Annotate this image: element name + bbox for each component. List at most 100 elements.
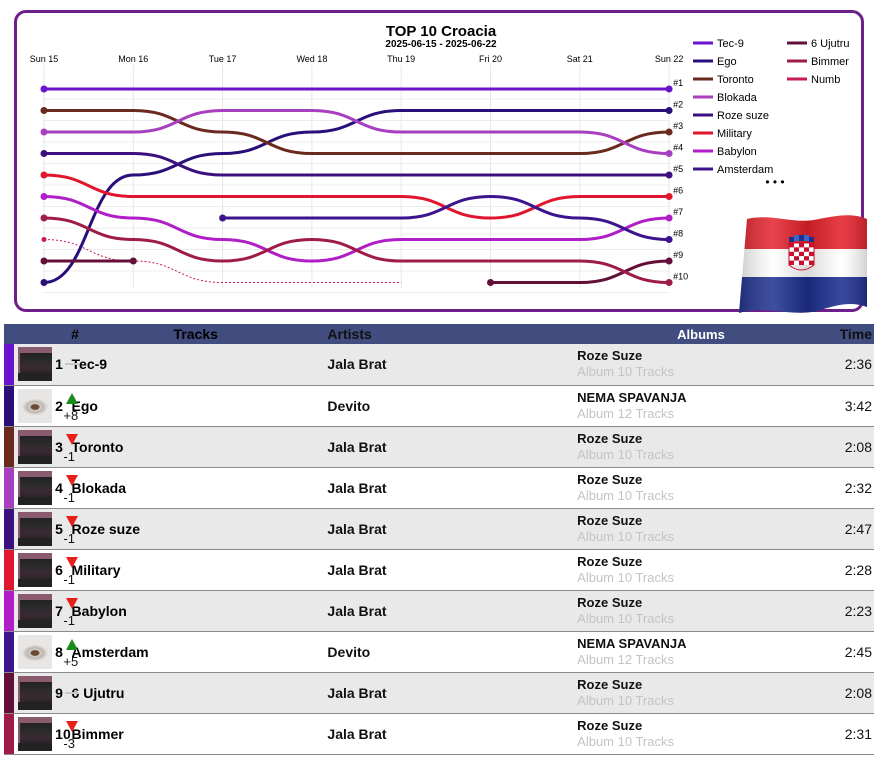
artist-name[interactable]: Devito xyxy=(327,397,371,414)
album-info: Album 10 Tracks xyxy=(577,487,674,503)
track-title[interactable]: Babylon xyxy=(71,602,127,619)
legend-more-indicator: • • • xyxy=(765,175,784,189)
series-line-numb xyxy=(43,239,402,284)
artist-name[interactable]: Jala Brat xyxy=(327,602,387,619)
rank-number: 2 xyxy=(55,397,63,414)
table-row[interactable]: 1 Tec-9 Jala Brat Roze Suze Album 10 Tracks 2… xyxy=(4,344,874,385)
track-title[interactable]: Toronto xyxy=(71,438,124,455)
table-row[interactable]: 2 +8 Ego Devito NEMA SPAVANJA Album 12 Tracks… xyxy=(4,385,874,426)
album-cover-image xyxy=(18,429,53,464)
rank-number: 3 xyxy=(55,438,63,455)
series-point xyxy=(41,237,47,242)
track-table-container: # Tracks Artists Albums Time 1 Tec-9 Jala … xyxy=(4,324,874,755)
rank-number: 10 xyxy=(55,725,71,742)
series-line-amsterdam xyxy=(221,194,671,241)
rank-tick-label: #1 xyxy=(673,78,683,88)
legend-label: Amsterdam xyxy=(717,164,773,176)
album-cover-image xyxy=(18,470,53,505)
artist-name[interactable]: Jala Brat xyxy=(327,561,387,578)
rank-change-value: -1 xyxy=(63,448,75,464)
artist-name[interactable]: Jala Brat xyxy=(327,684,387,701)
series-line-6-ujutru xyxy=(489,259,671,285)
artist-name[interactable]: Jala Brat xyxy=(327,725,387,742)
rank-number: 7 xyxy=(55,602,63,619)
table-row[interactable]: 6 -1 Military Jala Brat Roze Suze Album 10 Tr… xyxy=(4,549,874,590)
album-name[interactable]: Roze Suze xyxy=(577,430,643,446)
album-name[interactable]: Roze Suze xyxy=(577,348,643,364)
table-row[interactable]: 4 -1 Blokada Jala Brat Roze Suze Album 10 Tra… xyxy=(4,467,874,508)
album-info: Album 10 Tracks xyxy=(577,692,674,708)
track-title[interactable]: Roze suze xyxy=(71,520,141,537)
album-name[interactable]: NEMA SPAVANJA xyxy=(577,635,687,651)
track-duration: 2:08 xyxy=(844,438,872,455)
artist-name[interactable]: Jala Brat xyxy=(327,438,387,455)
series-point xyxy=(40,214,48,222)
album-name[interactable]: NEMA SPAVANJA xyxy=(577,389,687,405)
series-point xyxy=(665,150,673,157)
track-title[interactable]: Tec-9 xyxy=(71,356,108,373)
series-point xyxy=(40,193,48,200)
artist-name[interactable]: Jala Brat xyxy=(327,479,387,496)
album-name[interactable]: Roze Suze xyxy=(577,594,643,610)
track-title[interactable]: Bimmer xyxy=(71,725,124,742)
artist-name[interactable]: Jala Brat xyxy=(327,520,387,537)
album-cover-image xyxy=(18,511,53,546)
table-row[interactable]: 5 -1 Roze suze Jala Brat Roze Suze Album 10 T… xyxy=(4,508,874,549)
rank-number: 8 xyxy=(55,643,63,660)
series-line-babylon xyxy=(42,195,671,263)
rank-change-value: +5 xyxy=(63,653,79,669)
series-point xyxy=(665,236,673,243)
series-point xyxy=(665,193,673,200)
track-title[interactable]: Ego xyxy=(71,397,98,414)
legend-label: Roze suze xyxy=(717,110,769,122)
row-color-bar xyxy=(4,631,15,672)
rank-change-value: +8 xyxy=(63,407,79,423)
table-row[interactable]: 8 +5 Amsterdam Devito NEMA SPAVANJA Album 12 … xyxy=(4,631,874,672)
rank-tick-label: #10 xyxy=(673,272,688,282)
track-title[interactable]: 6 Ujutru xyxy=(71,684,125,701)
table-row[interactable]: 10 -3 Bimmer Jala Brat Roze Suze Album 10 Tra… xyxy=(4,713,874,754)
table-row[interactable]: 3 -1 Toronto Jala Brat Roze Suze Album 10 Tra… xyxy=(4,426,874,467)
album-cover-image xyxy=(18,593,53,628)
series-point xyxy=(665,107,673,114)
track-title[interactable]: Amsterdam xyxy=(71,643,149,660)
x-axis-tick-label: Wed 18 xyxy=(296,54,327,64)
row-color-bar xyxy=(4,549,15,590)
legend-label: Ego xyxy=(717,56,737,68)
album-name[interactable]: Roze Suze xyxy=(577,717,643,733)
artist-name[interactable]: Jala Brat xyxy=(327,356,387,373)
rank-tick-label: #5 xyxy=(673,164,683,174)
album-cover-image xyxy=(18,388,53,423)
legend-label: 6 Ujutru xyxy=(811,38,850,50)
header-tracks: Tracks xyxy=(173,326,218,342)
track-duration: 2:45 xyxy=(844,643,872,660)
header-artists: Artists xyxy=(327,326,372,342)
row-color-bar xyxy=(4,672,15,713)
rank-change-value: -1 xyxy=(63,530,75,546)
row-color-bar xyxy=(4,508,15,549)
album-name[interactable]: Roze Suze xyxy=(577,676,643,692)
track-title[interactable]: Blokada xyxy=(71,479,127,496)
x-axis-tick-label: Thu 19 xyxy=(387,54,415,64)
album-name[interactable]: Roze Suze xyxy=(577,553,643,569)
series-point xyxy=(665,257,673,265)
rank-tick-label: #4 xyxy=(673,143,683,153)
album-name[interactable]: Roze Suze xyxy=(577,471,643,487)
rank-change-value: -1 xyxy=(63,571,75,587)
series-point xyxy=(219,214,227,222)
rank-tick-label: #6 xyxy=(673,186,683,196)
rank-number: 4 xyxy=(55,479,63,496)
album-cover-image xyxy=(18,716,53,751)
table-row[interactable]: 9 6 Ujutru Jala Brat Roze Suze Album 10 Trac… xyxy=(4,672,874,713)
x-axis-tick-label: Sun 22 xyxy=(655,54,684,64)
table-row[interactable]: 7 -1 Babylon Jala Brat Roze Suze Album 10 Tra… xyxy=(4,590,874,631)
album-name[interactable]: Roze Suze xyxy=(577,512,643,528)
series-point xyxy=(665,128,673,136)
chart-legend: Tec-9 Ego Toronto Blokada Roze suze Military B… xyxy=(693,38,850,176)
rank-tick-label: #2 xyxy=(673,100,683,110)
table-header-row: # Tracks Artists Albums Time xyxy=(4,324,874,344)
album-cover-image xyxy=(18,552,53,587)
artist-name[interactable]: Devito xyxy=(327,643,371,660)
track-title[interactable]: Military xyxy=(71,561,121,578)
rank-up-arrow-icon xyxy=(66,392,79,404)
